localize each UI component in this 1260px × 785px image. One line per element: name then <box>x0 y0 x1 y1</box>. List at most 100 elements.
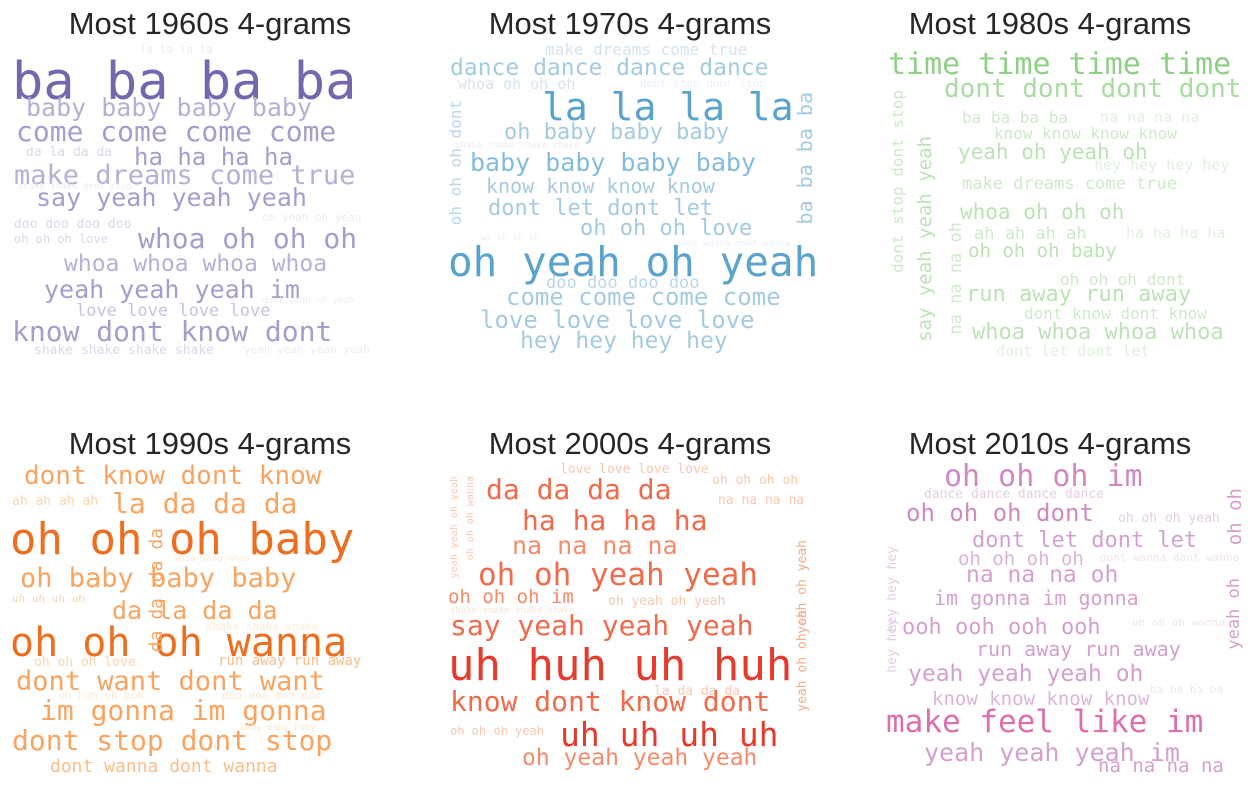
cloud-word: oh oh oh oh <box>712 473 799 488</box>
cloud-word: whoa whoa whoa whoa <box>972 320 1224 345</box>
cloud-word: ha ha ha ha <box>522 504 708 537</box>
cloud-word: dont let dont let <box>996 342 1150 360</box>
word-cloud: la la la la ba ba ba ba baby baby baby bab… <box>10 40 410 360</box>
cloud-word: oh oh yeah yeah <box>478 557 758 593</box>
cloud-word: whoa oh oh oh <box>458 75 576 93</box>
cloud-word: hey hey hey hey <box>1094 156 1230 174</box>
cloud-word: da da da da <box>486 473 672 506</box>
cloud-word: oh oh oh baby <box>968 240 1117 262</box>
cloud-word: oh oh oh yeah <box>1118 511 1220 526</box>
cloud-word: run away run away <box>218 653 362 669</box>
cloud-word: come come come come <box>16 115 337 148</box>
cloud-word: uh huh uh huh <box>58 689 145 702</box>
vertical-word: dont stop dont stop <box>888 90 907 274</box>
word-cloud: oh oh oh im dance dance dance dance oh oh … <box>850 460 1250 780</box>
vertical-word: yeah oh <box>1224 578 1244 650</box>
cloud-word: doo doo doo doo <box>546 273 700 293</box>
cloud-word: run away run away <box>976 637 1181 661</box>
cloud-word: ha ha ha ha <box>134 143 293 171</box>
vertical-word: na na na oh <box>946 222 966 335</box>
vertical-word: say yeah yeah yeah <box>914 136 936 342</box>
cloud-word: oh oh oh oh <box>958 548 1084 570</box>
cloud-word: say yeah yeah yeah <box>450 609 754 642</box>
cloud-word: la da da da <box>112 487 298 520</box>
cloud-word: dont wanna dont wanna <box>676 239 790 249</box>
cloud-word: oh oh oh im <box>448 586 574 608</box>
panel-2010s: Most 2010s 4-grams oh oh oh im dance danc… <box>850 420 1250 780</box>
cloud-word: know dont know dont <box>12 315 333 348</box>
cloud-word: oh oh oh dont <box>1060 270 1186 289</box>
cloud-word: come come come come <box>506 283 781 311</box>
vertical-word: yeah yeah oh yeah <box>449 476 460 579</box>
cloud-word: yeah yeah yeah im <box>924 738 1180 767</box>
cloud-word: whoa whoa whoa whoa <box>64 251 328 277</box>
cloud-word: baby baby baby baby <box>26 93 312 122</box>
cloud-word: ooh ooh ooh ooh <box>902 615 1101 640</box>
cloud-word: hey hey hey hey <box>520 328 728 354</box>
vertical-word: hey hey <box>885 618 900 673</box>
cloud-word: uh uh uh uh <box>560 715 779 754</box>
vertical-word: da da <box>146 528 167 583</box>
cloud-word: uh uh uh uh <box>12 592 85 605</box>
cloud-word: dont let dont let <box>972 528 1198 553</box>
cloud-word: say yeah yeah yeah <box>36 183 307 212</box>
cloud-word: oh oh oh dont <box>906 499 1094 527</box>
cloud-word: know dont know dont <box>450 685 771 718</box>
cloud-word: dance dance dance dance <box>450 55 769 81</box>
cloud-word: oh yeah yeah yeah <box>522 745 758 771</box>
panel-1980s: Most 1980s 4-grams time time time time do… <box>850 0 1250 360</box>
cloud-word: doo doo doo doo <box>14 217 132 232</box>
cloud-word: ah ah ah ah <box>974 224 1087 244</box>
panel-title: Most 1970s 4-grams <box>488 6 772 41</box>
cloud-word: oh yeah oh yeah <box>262 211 362 224</box>
cloud-word: oh oh oh yeah <box>450 724 544 738</box>
cloud-word: make dreams come true <box>14 160 356 191</box>
cloud-word: na na na na <box>1100 108 1200 126</box>
cloud-word: whoa oh oh oh <box>960 200 1125 224</box>
cloud-word: ah ah ah ah <box>12 494 99 509</box>
vertical-word: yeah oh oh oh <box>795 610 810 712</box>
cloud-word: oh oh oh wanna <box>1132 616 1225 629</box>
cloud-word: shake shake dont stop <box>18 182 132 192</box>
cloud-word: oh yeah oh yeah <box>448 238 819 286</box>
cloud-word: oh oh oh baby <box>10 514 355 565</box>
vertical-word: oh oh <box>1224 488 1246 546</box>
panel-title: Most 1990s 4-grams <box>68 426 352 461</box>
cloud-word: yeah yeah yeah im <box>44 275 300 304</box>
panel-title: Most 2000s 4-grams <box>488 426 772 461</box>
panel-title: Most 1960s 4-grams <box>68 6 352 41</box>
cloud-word: shake shake shake <box>206 620 319 633</box>
cloud-word: da la da da <box>112 596 278 625</box>
cloud-word: baby baby baby baby <box>470 148 756 177</box>
cloud-word: na na na na <box>512 531 678 560</box>
cloud-word: make feel like im <box>886 704 1204 740</box>
cloud-word: na na na oh <box>966 562 1119 588</box>
cloud-word: dont stop dont stop <box>12 724 333 757</box>
cloud-word: love love love love <box>76 301 271 321</box>
cloud-word: baby baby baby <box>240 723 316 733</box>
cloud-word: love love love love <box>560 462 709 477</box>
cloud-word: time time time time <box>888 47 1232 82</box>
panel-1970s: Most 1970s 4-grams make dreams come true… <box>430 0 830 360</box>
panel-title: Most 2010s 4-grams <box>908 426 1192 461</box>
cloud-word: yeah oh yeah oh <box>958 140 1148 164</box>
cloud-word: dont let dont let <box>488 196 714 221</box>
vertical-word: oh oh oh wanna <box>465 476 476 561</box>
cloud-word: dont dont dont dont <box>944 74 1242 104</box>
word-cloud: love love love love da da da da oh oh oh o… <box>430 460 830 780</box>
cloud-word: ba ba ba ba <box>12 52 357 112</box>
cloud-word: dance dance dance dance <box>924 487 1105 502</box>
cloud-word: make dreams come true <box>962 174 1177 194</box>
cloud-word: ah ah ah ah <box>480 233 540 243</box>
cloud-word: ba ba ba ba <box>962 108 1068 127</box>
cloud-word: na na na na <box>718 493 805 508</box>
vertical-word: da da <box>146 598 167 653</box>
cloud-word: love love love love <box>480 306 755 334</box>
cloud-word: whoa oh oh oh <box>138 222 358 255</box>
cloud-word: shake shake shake shake <box>450 606 575 616</box>
panel-2000s: Most 2000s 4-grams love love love love da… <box>430 420 830 780</box>
cloud-word: yeah yeah yeah oh <box>908 661 1144 687</box>
cloud-word: know know know know <box>994 124 1178 143</box>
cloud-word: dont want dont want <box>16 666 325 697</box>
cloud-word: im gonna im gonna <box>934 586 1139 610</box>
